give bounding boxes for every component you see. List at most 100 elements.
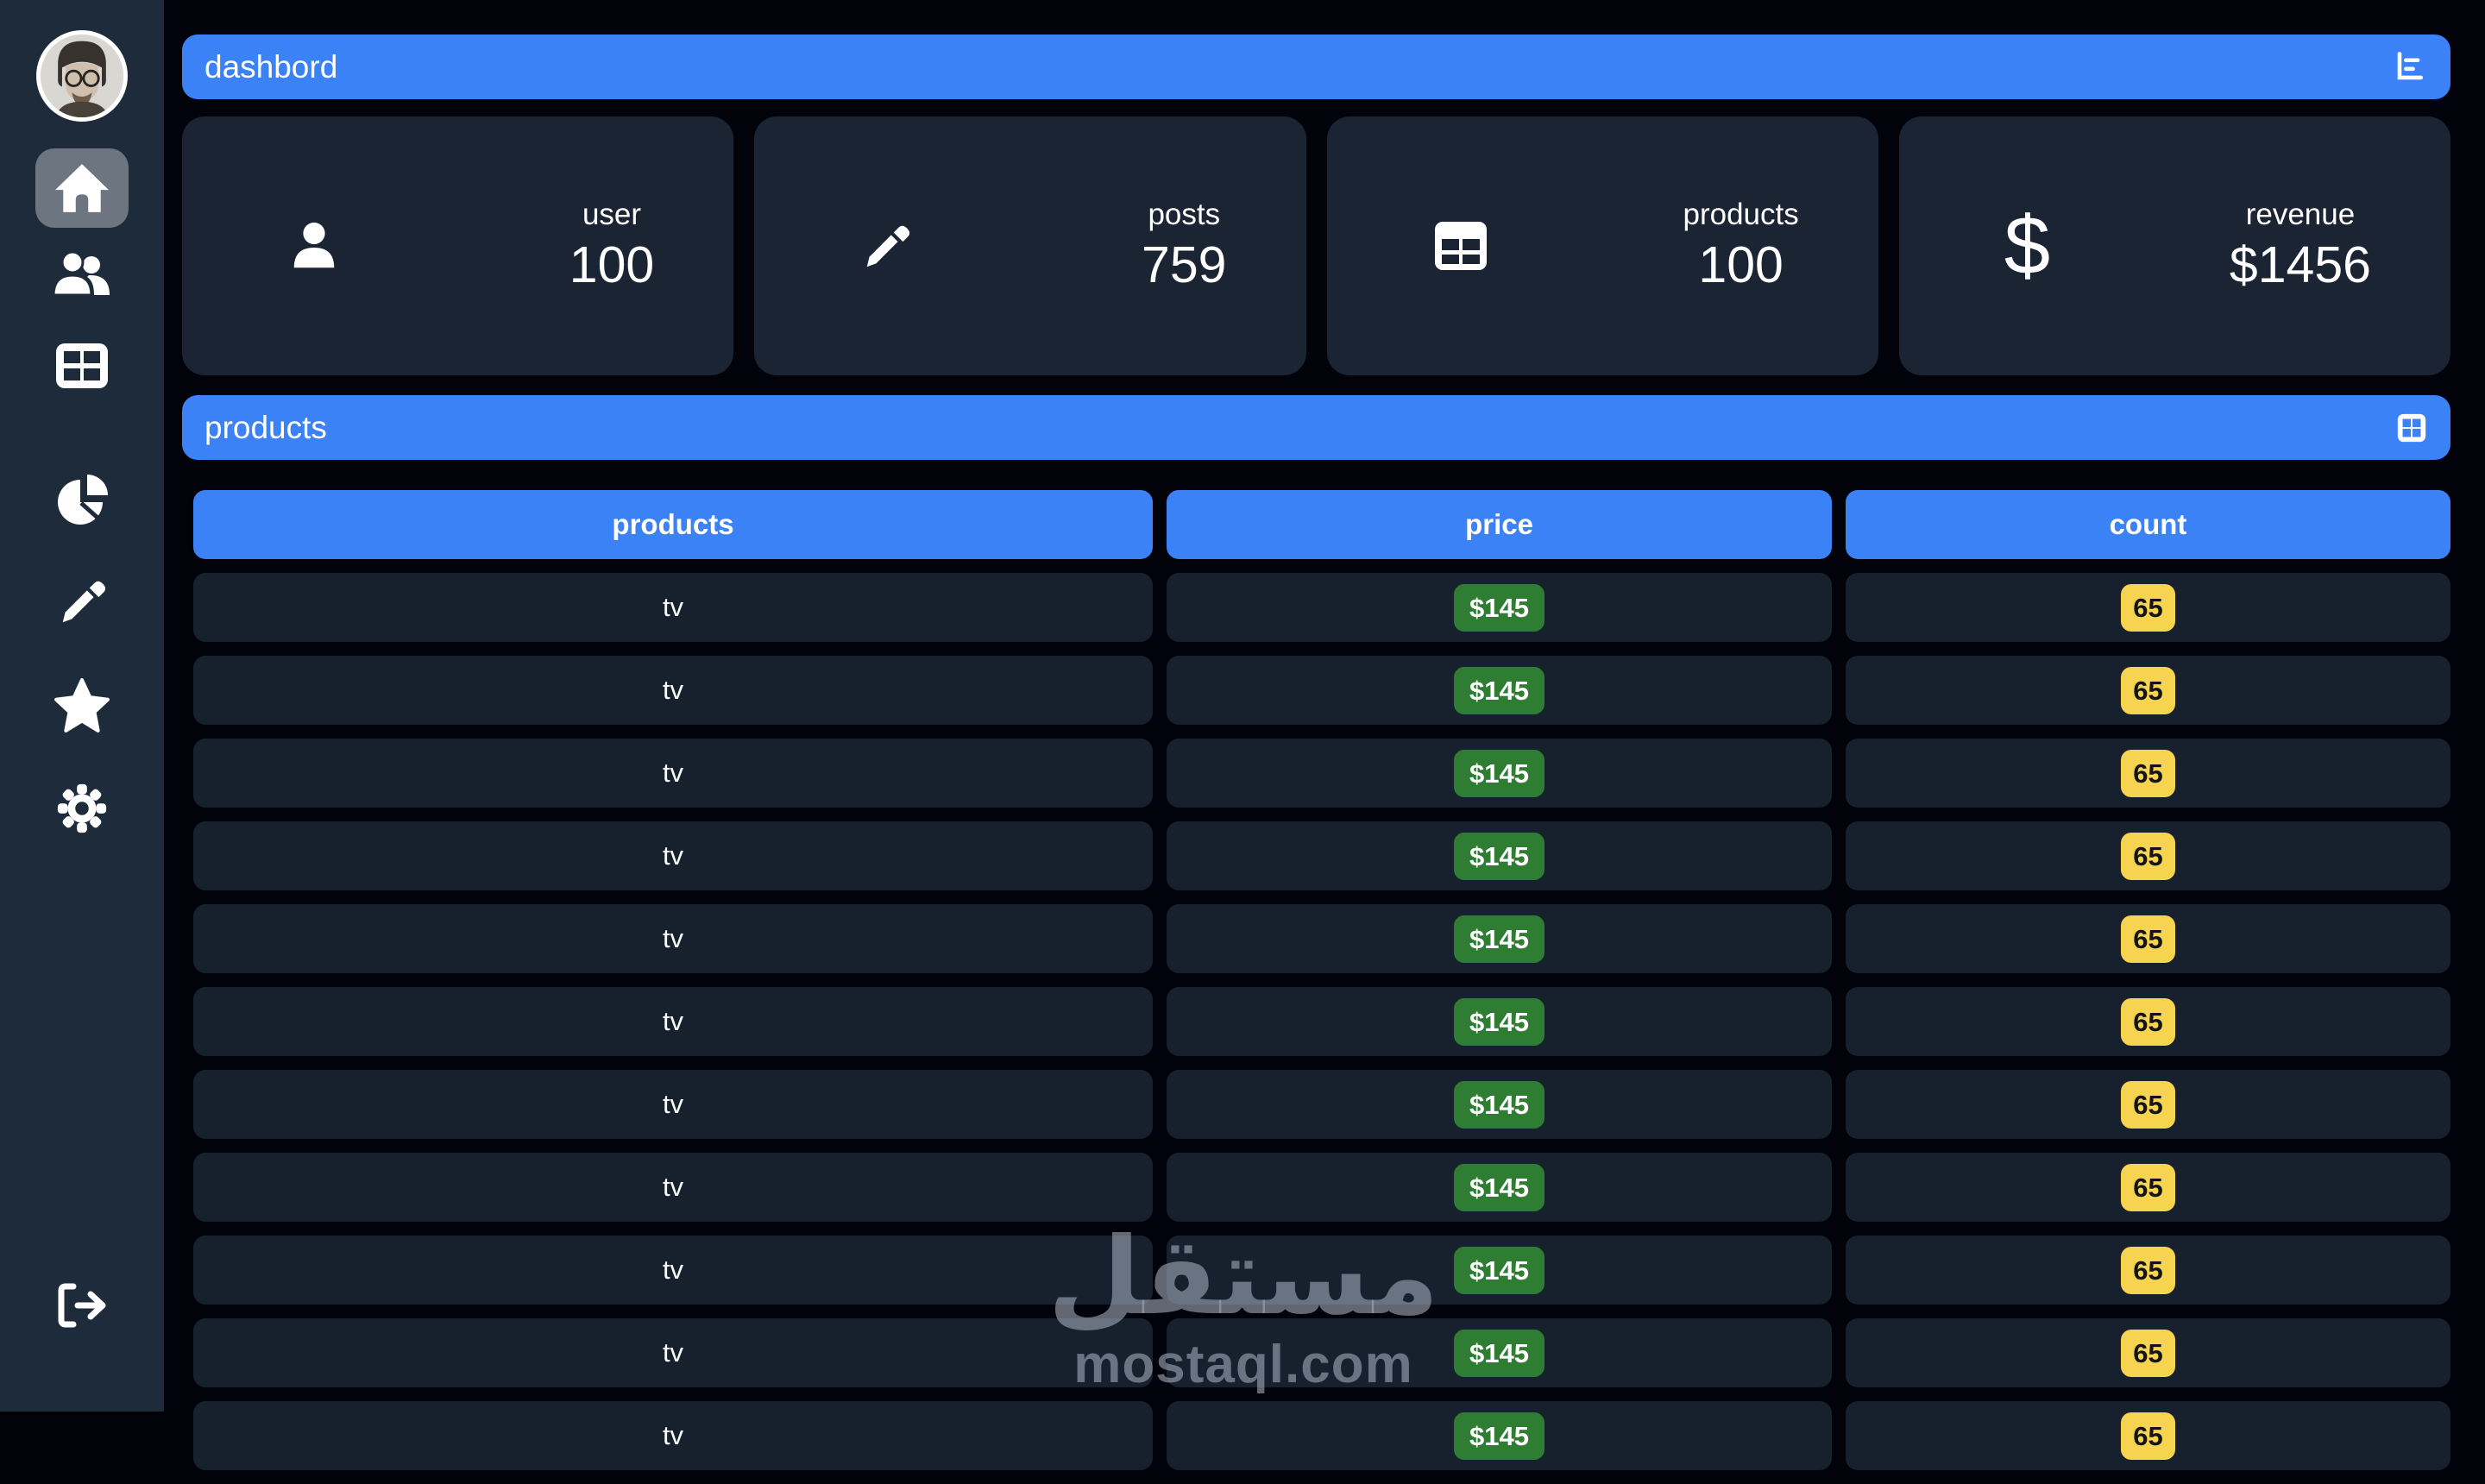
stat-card-products: products 100 [1326,116,1878,375]
price-cell: $145 [1167,1153,1832,1222]
dashboard-header-bar: dashbord [182,35,2450,99]
price-badge: $145 [1454,832,1544,880]
product-name: tv [662,923,684,953]
avatar-illustration [41,35,123,117]
user-icon [287,219,341,273]
price-badge: $145 [1454,1163,1544,1211]
table-row: tv $145 65 [193,821,2450,890]
stat-value: 100 [1698,236,1784,294]
product-cell: tv [193,656,1153,725]
product-cell: tv [193,739,1153,808]
sidebar-item-table[interactable] [0,342,164,390]
table-row: tv $145 65 [193,573,2450,642]
avatar[interactable] [36,30,128,122]
sidebar-item-pie-chart[interactable] [0,471,164,526]
product-name: tv [662,840,684,871]
sidebar [0,0,164,1412]
price-badge: $145 [1454,1080,1544,1129]
price-badge: $145 [1454,666,1544,714]
product-cell: tv [193,1236,1153,1305]
star-icon [53,678,111,733]
price-cell: $145 [1167,656,1832,725]
sidebar-item-home[interactable] [35,148,129,228]
count-badge: 65 [2121,915,2175,963]
product-name: tv [662,1089,684,1119]
stat-label: revenue [2245,198,2356,232]
price-cell: $145 [1167,1318,1832,1387]
count-badge: 65 [2121,749,2175,797]
table-row: tv $145 65 [193,1318,2450,1387]
table-row: tv $145 65 [193,656,2450,725]
sidebar-item-users[interactable] [0,248,164,300]
count-cell: 65 [1846,1318,2450,1387]
product-name: tv [662,1172,684,1202]
product-cell: tv [193,821,1153,890]
chart-bar-icon [2390,48,2428,86]
home-icon [52,161,112,215]
stat-value: 100 [569,236,655,294]
stat-value: $1456 [2229,236,2371,294]
sidebar-item-settings[interactable] [0,782,164,835]
stat-label: posts [1148,198,1221,232]
stat-card-revenue: $ revenue $1456 [1898,116,2450,375]
product-name: tv [662,675,684,705]
products-section-bar: products [182,395,2450,460]
table-header-row: products price count [193,490,2450,559]
stat-value: 759 [1142,236,1227,294]
product-name: tv [662,1337,684,1368]
sidebar-item-star[interactable] [0,678,164,733]
table-row: tv $145 65 [193,904,2450,973]
count-badge: 65 [2121,997,2175,1046]
product-cell: tv [193,1318,1153,1387]
count-cell: 65 [1846,656,2450,725]
count-badge: 65 [2121,1163,2175,1211]
table-row: tv $145 65 [193,739,2450,808]
gear-icon [55,782,109,835]
price-badge: $145 [1454,749,1544,797]
product-name: tv [662,592,684,622]
price-cell: $145 [1167,573,1832,642]
price-badge: $145 [1454,1329,1544,1377]
price-cell: $145 [1167,1070,1832,1139]
product-cell: tv [193,1401,1153,1470]
product-name: tv [662,1420,684,1450]
table-row: tv $145 65 [193,1236,2450,1305]
count-badge: 65 [2121,1329,2175,1377]
price-badge: $145 [1454,583,1544,632]
column-header-count: count [1846,490,2450,559]
section-title: products [204,409,327,445]
table-body: tv $145 65 tv $145 65 tv $145 65 tv [193,573,2450,1484]
count-badge: 65 [2121,666,2175,714]
sidebar-item-logout[interactable] [0,1280,164,1330]
sign-out-icon [54,1280,110,1330]
table-icon [54,342,110,390]
count-badge: 65 [2121,1080,2175,1129]
stat-card-posts: posts 759 [754,116,1306,375]
count-cell: 65 [1846,821,2450,890]
stat-label: products [1683,198,1799,232]
price-cell: $145 [1167,904,1832,973]
price-badge: $145 [1454,997,1544,1046]
table-row: tv $145 65 [193,987,2450,1056]
table-row: tv $145 65 [193,1070,2450,1139]
pencil-icon [55,575,109,628]
price-cell: $145 [1167,739,1832,808]
price-cell: $145 [1167,987,1832,1056]
table-icon [1432,220,1489,272]
price-badge: $145 [1454,1246,1544,1294]
count-cell: 65 [1846,1401,2450,1470]
sidebar-item-pencil[interactable] [0,575,164,628]
count-cell: 65 [1846,904,2450,973]
table-row: tv $145 65 [193,1401,2450,1470]
count-badge: 65 [2121,583,2175,632]
grid-icon [2395,412,2428,444]
dollar-icon: $ [2004,199,2051,292]
pencil-icon [859,219,913,273]
product-cell: tv [193,904,1153,973]
product-name: tv [662,1006,684,1036]
count-cell: 65 [1846,739,2450,808]
product-cell: tv [193,1070,1153,1139]
count-badge: 65 [2121,1412,2175,1460]
column-header-products: products [193,490,1153,559]
stats-row: user 100 posts 759 products [182,116,2450,375]
